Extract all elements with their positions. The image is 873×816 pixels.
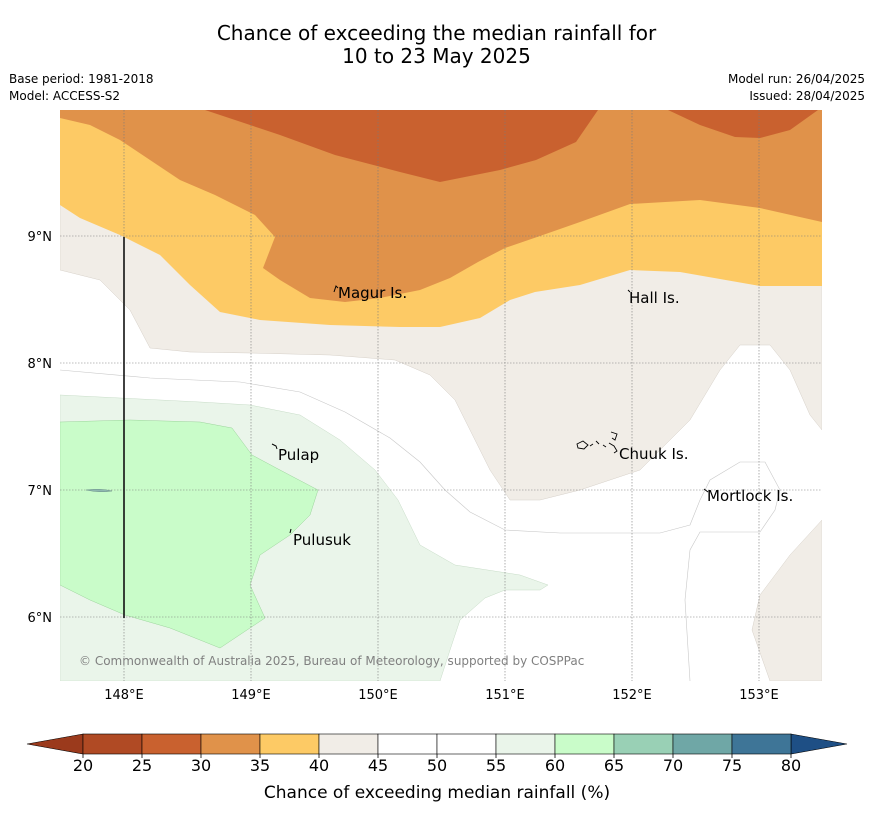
lon-tick: 149°E: [231, 688, 271, 703]
colorbar-tick-label: 55: [486, 756, 506, 775]
place-hall: Hall Is.: [629, 289, 680, 307]
base-period: Base period: 1981-2018: [9, 72, 154, 86]
title-line-1: Chance of exceeding the median rainfall …: [216, 21, 657, 45]
colorbar-segment: [731, 733, 792, 755]
lat-axis: 9°N 8°N 7°N 6°N: [28, 230, 53, 626]
lon-tick: 153°E: [739, 688, 779, 703]
meta-left: Base period: 1981-2018 Model: ACCESS-S2: [9, 71, 154, 105]
lat-tick: 6°N: [28, 611, 53, 626]
colorbar-segment: [200, 733, 261, 755]
title-line-2: 10 to 23 May 2025: [342, 44, 531, 68]
colorbar-over-arrow: [790, 733, 848, 755]
model-run: Model run: 26/04/2025: [727, 72, 865, 86]
place-chuuk: Chuuk Is.: [619, 445, 688, 463]
colorbar-segment: [141, 733, 202, 755]
colorbar-tick-label: 60: [545, 756, 565, 775]
zone-40-45-southeast: [751, 519, 822, 681]
colorbar-tick-label: 40: [309, 756, 329, 775]
chuuk-island-mark: [576, 431, 618, 454]
mortlock-island-mark: [703, 488, 709, 493]
zone-25-30-north: [205, 110, 598, 182]
colorbar-tick-label: 75: [722, 756, 742, 775]
place-mortlock: Mortlock Is.: [707, 487, 793, 505]
pulap-island-mark: [271, 443, 278, 450]
lon-tick: 148°E: [104, 688, 144, 703]
pulusuk-island-mark: [289, 528, 292, 534]
colorbar-label: Chance of exceeding median rainfall (%): [264, 783, 610, 803]
colorbar-tick-label: 35: [250, 756, 270, 775]
colorbar-segment: [318, 733, 379, 755]
lat-tick: 8°N: [28, 357, 53, 372]
colorbar-segment: [377, 733, 438, 755]
colorbar-segment: [613, 733, 674, 755]
colorbar-tick-label: 50: [427, 756, 447, 775]
magur-island-mark: [333, 285, 339, 293]
colorbar-tick-labels: 20 25 30 35 40 45 50 55 60 65 70 75 80: [73, 754, 801, 775]
colorbar-tick-label: 65: [604, 756, 624, 775]
lon-axis: 148°E 149°E 150°E 151°E 152°E 153°E: [104, 688, 779, 703]
map-title: Chance of exceeding the median rainfall …: [0, 22, 873, 68]
model-name: Model: ACCESS-S2: [9, 89, 121, 103]
place-pulusuk: Pulusuk: [293, 531, 351, 549]
lon-tick: 152°E: [612, 688, 652, 703]
lat-tick: 9°N: [28, 230, 53, 245]
colorbar-tick-label: 80: [781, 756, 801, 775]
copyright-notice: © Commonwealth of Australia 2025, Bureau…: [79, 654, 584, 668]
map-area: [60, 110, 822, 681]
colorbar-under-arrow: [26, 733, 84, 755]
colorbar: [26, 733, 848, 755]
colorbar-segment: [436, 733, 497, 755]
zone-30-35: [60, 110, 822, 302]
island-marks: [271, 285, 709, 534]
colorbar-segment: [672, 733, 733, 755]
colorbar-segment: [495, 733, 556, 755]
colorbar-tick-label: 30: [191, 756, 211, 775]
colorbar-segment: [259, 733, 320, 755]
colorbar-tick-label: 70: [663, 756, 683, 775]
colorbar-tick-label: 25: [132, 756, 152, 775]
lat-tick: 7°N: [28, 484, 53, 499]
hall-island-mark: [627, 289, 631, 293]
zone-25-30-northeast: [668, 110, 818, 138]
colorbar-segment: [82, 733, 143, 755]
colorbar-segment: [554, 733, 615, 755]
issued-date: Issued: 28/04/2025: [749, 89, 865, 103]
lon-tick: 151°E: [485, 688, 525, 703]
place-magur: Magur Is.: [338, 284, 407, 302]
place-pulap: Pulap: [278, 446, 319, 464]
meta-right: Model run: 26/04/2025 Issued: 28/04/2025: [728, 71, 865, 105]
lon-tick: 150°E: [358, 688, 398, 703]
colorbar-tick-label: 45: [368, 756, 388, 775]
reef-shape: [85, 488, 113, 493]
colorbar-tick-label: 20: [73, 756, 93, 775]
contour-west: [60, 369, 781, 681]
